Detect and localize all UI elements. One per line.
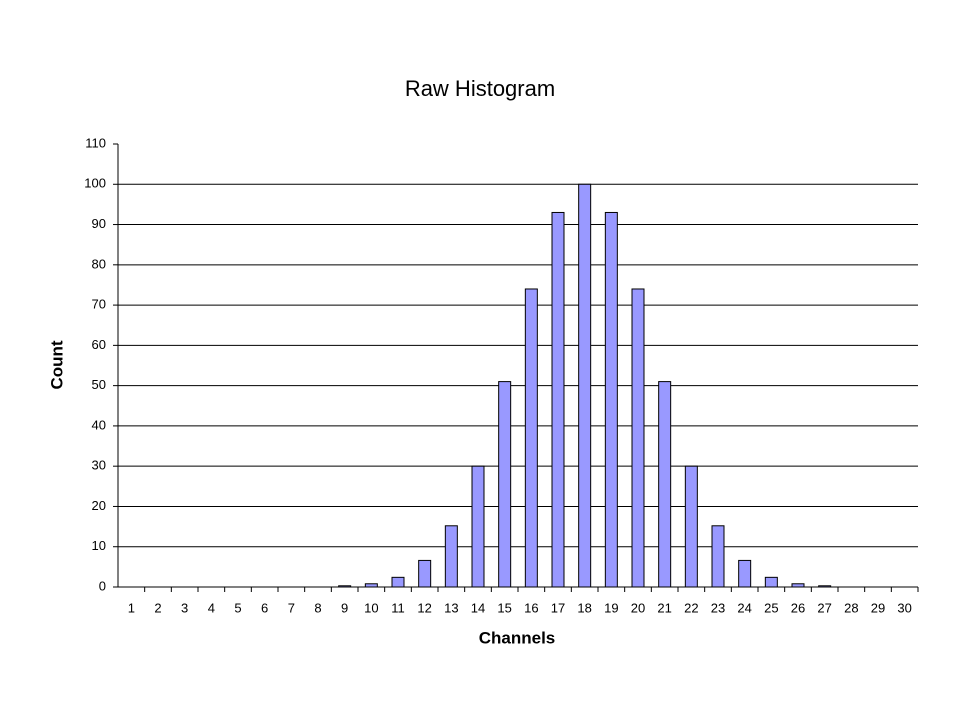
bar <box>604 211 618 588</box>
bar <box>631 288 645 588</box>
x-tick-label: 17 <box>551 600 565 615</box>
x-tick-label: 10 <box>364 600 378 615</box>
x-tick-label: 28 <box>844 600 858 615</box>
x-tick-label: 3 <box>181 600 188 615</box>
x-tick-label: 8 <box>314 600 321 615</box>
bar <box>684 465 698 588</box>
x-tick-label: 29 <box>871 600 885 615</box>
x-tick-label: 16 <box>524 600 538 615</box>
x-tick-label: 4 <box>208 600 215 615</box>
x-tick-label: 5 <box>234 600 241 615</box>
bar <box>524 288 538 588</box>
bar <box>791 583 805 588</box>
x-tick-label: 12 <box>417 600 431 615</box>
y-tick-label: 110 <box>85 135 106 150</box>
x-tick-label: 24 <box>737 600 751 615</box>
y-tick-label: 0 <box>99 578 106 593</box>
bar <box>391 576 405 588</box>
y-tick-label: 40 <box>92 417 106 432</box>
y-tick-label: 90 <box>92 216 106 231</box>
x-tick-label: 22 <box>684 600 698 615</box>
y-tick-label: 80 <box>92 256 106 271</box>
x-tick-label: 25 <box>764 600 778 615</box>
bar <box>578 183 592 588</box>
x-tick-label: 23 <box>711 600 725 615</box>
x-tick-label: 11 <box>391 600 405 615</box>
y-tick-label: 30 <box>92 458 106 473</box>
x-tick-label: 1 <box>128 600 135 615</box>
bar <box>418 559 432 588</box>
bar <box>764 576 778 588</box>
y-tick-label: 10 <box>92 538 106 553</box>
chart-title: Raw Histogram <box>405 76 555 101</box>
x-tick-label: 20 <box>631 600 645 615</box>
bar <box>738 559 752 588</box>
y-tick-label: 50 <box>92 377 106 392</box>
x-tick-label: 18 <box>577 600 591 615</box>
bar <box>471 465 485 588</box>
x-tick-label: 30 <box>897 600 911 615</box>
y-tick-label: 20 <box>92 498 106 513</box>
bar <box>551 211 565 588</box>
bar <box>498 381 512 588</box>
bar <box>364 583 378 588</box>
x-tick-label: 26 <box>791 600 805 615</box>
x-tick-label: 2 <box>154 600 161 615</box>
x-tick-label: 7 <box>288 600 295 615</box>
x-tick-label: 19 <box>604 600 618 615</box>
x-tick-label: 6 <box>261 600 268 615</box>
bar <box>658 381 672 588</box>
x-tick-label: 14 <box>471 600 485 615</box>
x-tick-label: 15 <box>497 600 511 615</box>
x-tick-label: 27 <box>817 600 831 615</box>
y-tick-label: 70 <box>92 297 106 312</box>
y-tick-label: 100 <box>84 176 106 191</box>
bar <box>818 585 832 588</box>
y-axis-label: Count <box>47 340 66 389</box>
x-axis-label: Channels <box>479 628 556 647</box>
bar <box>444 525 458 588</box>
x-tick-label: 21 <box>657 600 671 615</box>
x-tick-label: 13 <box>444 600 458 615</box>
bar <box>338 585 352 588</box>
bar <box>711 525 725 588</box>
y-tick-label: 60 <box>92 337 106 352</box>
x-tick-label: 9 <box>341 600 348 615</box>
